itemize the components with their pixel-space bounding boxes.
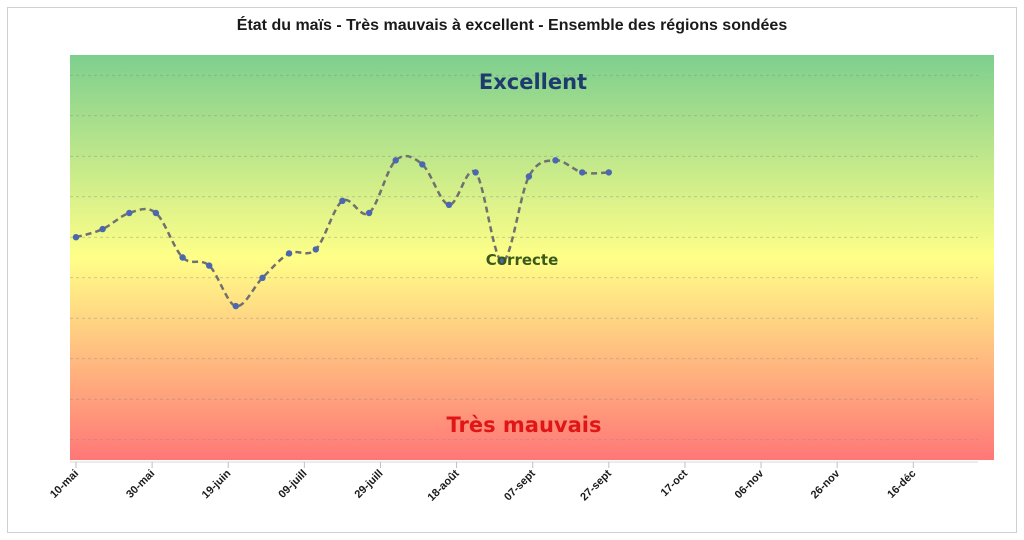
data-point <box>179 254 186 261</box>
x-tick-label: 16-déc <box>885 468 918 501</box>
series-line <box>75 154 609 308</box>
band-label-top: Excellent <box>479 70 587 94</box>
x-tick-label: 18-août <box>426 467 462 503</box>
data-point <box>552 157 559 164</box>
data-point <box>206 262 213 269</box>
data-point <box>472 169 479 176</box>
x-tick-label: 26-nov <box>809 467 843 501</box>
data-point <box>312 246 319 253</box>
data-point <box>605 169 612 176</box>
x-tick-label: 30-mai <box>124 468 157 501</box>
x-tick-label: 17-oct <box>659 467 691 499</box>
x-tick-label: 06-nov <box>733 467 767 501</box>
x-tick-label: 19-juin <box>200 467 234 501</box>
data-point <box>72 234 80 241</box>
band-label-middle: Correcte <box>486 251 559 269</box>
data-point <box>525 173 533 180</box>
data-point <box>99 225 106 233</box>
x-tick-label: 27-sept <box>578 467 614 503</box>
data-point <box>339 197 346 204</box>
data-point <box>152 209 160 217</box>
data-point <box>232 302 239 310</box>
data-point <box>579 169 586 176</box>
data-point <box>259 274 266 281</box>
x-tick-label: 09-juill <box>276 468 309 501</box>
data-point <box>392 157 399 164</box>
data-point <box>499 258 506 265</box>
gridlines <box>70 74 978 441</box>
band-label-bottom: Très mauvais <box>447 413 602 437</box>
x-tick-label: 29-juill <box>352 468 385 501</box>
x-tick-label: 10-mai <box>48 468 81 501</box>
x-axis-ticks <box>75 462 914 468</box>
data-point <box>365 209 373 217</box>
plot-background <box>70 55 994 460</box>
data-point <box>419 161 426 168</box>
data-point <box>285 250 293 257</box>
chart-title: État du maïs - Très mauvais à excellent … <box>236 17 788 34</box>
data-point <box>126 209 133 217</box>
series-layer <box>72 154 612 310</box>
x-tick-label: 07-sept <box>502 467 538 503</box>
data-point <box>445 201 453 208</box>
x-axis-tick-labels: 10-mai 30-mai 19-juin 09-juill 29-juill 18-ao… <box>48 467 918 504</box>
